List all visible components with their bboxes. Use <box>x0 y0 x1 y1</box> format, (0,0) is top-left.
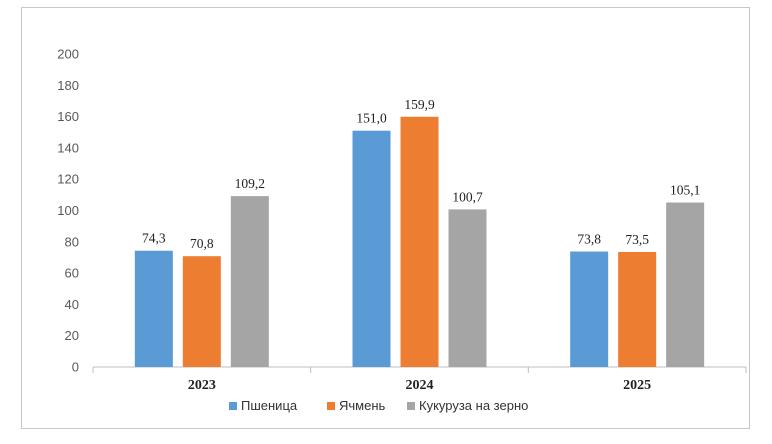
y-tick-label: 120 <box>57 172 79 187</box>
data-label: 70,8 <box>190 236 214 251</box>
y-tick-label: 40 <box>65 297 79 312</box>
x-axis-labels: 2023 2024 2025 <box>188 378 651 393</box>
bar <box>618 251 657 367</box>
bars <box>134 116 705 367</box>
bar <box>230 196 269 367</box>
legend: Пшеница Ячмень Кукуруза на зерно <box>229 398 528 413</box>
data-label: 73,8 <box>577 232 601 247</box>
data-label: 151,0 <box>356 111 387 126</box>
legend-swatch <box>229 402 237 410</box>
bar <box>448 209 487 367</box>
y-tick-label: 80 <box>65 234 79 249</box>
legend-label: Пшеница <box>241 398 298 413</box>
y-tick-label: 180 <box>57 78 79 93</box>
bar <box>666 202 705 367</box>
bar <box>352 130 391 367</box>
x-axis-ticks <box>92 367 747 373</box>
y-tick-label: 140 <box>57 140 79 155</box>
bar <box>134 250 173 367</box>
legend-label: Ячмень <box>339 398 386 413</box>
legend-swatch <box>327 402 335 410</box>
legend-swatch <box>407 402 415 410</box>
data-label: 109,2 <box>235 176 265 191</box>
x-tick-label: 2023 <box>188 378 216 393</box>
y-axis: 0 20 40 60 80 100 120 140 160 180 200 <box>57 47 79 375</box>
bar <box>570 251 609 367</box>
x-tick-label: 2025 <box>623 378 651 393</box>
data-label: 100,7 <box>452 189 483 204</box>
y-tick-label: 60 <box>65 266 79 281</box>
data-label: 105,1 <box>670 183 700 198</box>
y-tick-label: 160 <box>57 109 79 124</box>
data-label: 73,5 <box>625 232 649 247</box>
y-tick-label: 20 <box>65 328 79 343</box>
data-labels: 74,3 70,8 109,2 151,0 159,9 100,7 73,8 73,5 105,… <box>142 97 700 251</box>
y-tick-label: 200 <box>57 47 79 62</box>
y-tick-label: 0 <box>72 360 79 375</box>
bar <box>182 256 221 367</box>
y-tick-label: 100 <box>57 203 79 218</box>
data-label: 159,9 <box>404 97 435 112</box>
legend-label: Кукуруза на зерно <box>419 398 528 413</box>
x-tick-label: 2024 <box>406 378 434 393</box>
bar <box>400 116 439 367</box>
data-label: 74,3 <box>142 231 166 246</box>
